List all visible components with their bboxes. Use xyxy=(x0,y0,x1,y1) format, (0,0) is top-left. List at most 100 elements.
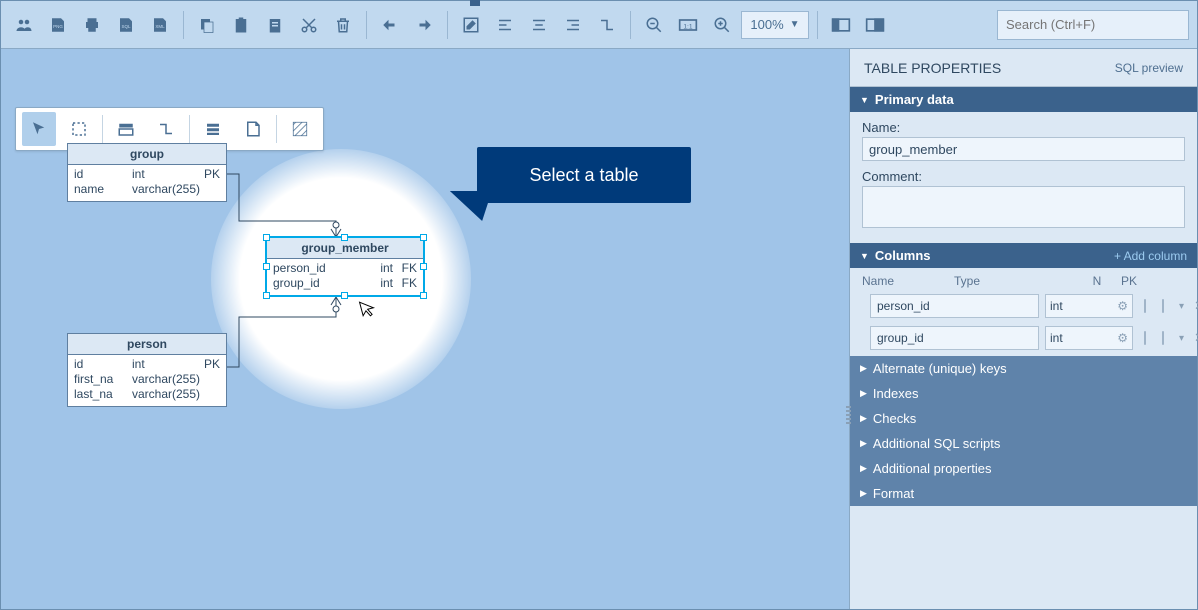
db-table-group[interactable]: group id int PK name varchar(255) xyxy=(67,143,227,202)
undo-icon[interactable] xyxy=(375,10,405,40)
col-header-type: Type xyxy=(954,274,1054,288)
export-xml-icon[interactable]: XML xyxy=(145,10,175,40)
align-center-icon[interactable] xyxy=(524,10,554,40)
primary-data-body: Name: Comment: xyxy=(850,112,1197,243)
db-table-group-member[interactable]: group_member person_id int FK group_id i… xyxy=(266,237,424,296)
section-header-label: Format xyxy=(873,486,914,501)
section-header-label: Alternate (unique) keys xyxy=(873,361,1007,376)
pointer-tool[interactable] xyxy=(22,112,56,146)
section-header-indexes[interactable]: ▶ Indexes xyxy=(850,381,1197,406)
toolbar-separator xyxy=(630,11,631,39)
caret-right-icon: ▶ xyxy=(860,388,867,399)
table-row: first_na varchar(255) xyxy=(74,372,220,387)
section-header-primary[interactable]: ▼ Primary data xyxy=(850,87,1197,112)
copy-icon[interactable] xyxy=(192,10,222,40)
chevron-down-icon[interactable]: ▾ xyxy=(1179,301,1184,312)
col-header-pk: PK xyxy=(1113,274,1145,288)
gear-icon[interactable]: ⚙ xyxy=(1117,299,1128,313)
hint-tooltip-text: Select a table xyxy=(529,165,638,186)
area-tool[interactable] xyxy=(283,112,317,146)
section-header-label: Columns xyxy=(875,248,931,263)
cut-icon[interactable] xyxy=(294,10,324,40)
print-icon[interactable] xyxy=(77,10,107,40)
zoom-level-value: 100% xyxy=(750,17,783,32)
route-icon[interactable] xyxy=(592,10,622,40)
edit-icon[interactable] xyxy=(456,10,486,40)
sql-preview-link[interactable]: SQL preview xyxy=(1115,61,1183,75)
section-header-label: Checks xyxy=(873,411,916,426)
section-header-altkeys[interactable]: ▶ Alternate (unique) keys xyxy=(850,356,1197,381)
resize-handle[interactable] xyxy=(263,263,270,270)
hint-tooltip: Select a table xyxy=(477,147,691,203)
resize-handle[interactable] xyxy=(263,292,270,299)
caret-right-icon: ▶ xyxy=(860,413,867,424)
db-table-person[interactable]: person id int PK first_na varchar(255) l… xyxy=(67,333,227,407)
section-header-format[interactable]: ▶ Format xyxy=(850,481,1197,506)
resize-handle[interactable] xyxy=(263,234,270,241)
zoom-level-select[interactable]: 100% ▼ xyxy=(741,11,809,39)
table-row: id int PK xyxy=(74,357,220,372)
zoom-in-icon[interactable] xyxy=(707,10,737,40)
table-name-input[interactable] xyxy=(862,137,1185,161)
toolbar-separator xyxy=(447,11,448,39)
zoom-reset-icon[interactable]: 1:1 xyxy=(673,10,703,40)
note-tool[interactable] xyxy=(236,112,270,146)
export-png-icon[interactable]: PNG xyxy=(43,10,73,40)
resize-handle[interactable] xyxy=(341,292,348,299)
panel-left-icon[interactable] xyxy=(826,10,856,40)
gear-icon[interactable]: ⚙ xyxy=(1117,331,1128,345)
redo-icon[interactable] xyxy=(409,10,439,40)
column-type-select[interactable]: int ⚙ xyxy=(1045,326,1133,350)
resize-handle[interactable] xyxy=(420,234,427,241)
comment-label: Comment: xyxy=(862,169,1185,184)
align-right-icon[interactable] xyxy=(558,10,588,40)
svg-text:1:1: 1:1 xyxy=(683,23,693,30)
export-sql-icon[interactable]: SQL xyxy=(111,10,141,40)
relation-tool[interactable] xyxy=(149,112,183,146)
col-header-nullable: N xyxy=(1081,274,1113,288)
toolbar-separator xyxy=(183,11,184,39)
users-icon[interactable] xyxy=(9,10,39,40)
column-name-input[interactable] xyxy=(870,294,1039,318)
view-tool[interactable] xyxy=(196,112,230,146)
delete-column-icon[interactable]: ✕ xyxy=(1194,298,1198,314)
section-header-label: Primary data xyxy=(875,92,954,107)
section-header-label: Additional SQL scripts xyxy=(873,436,1000,451)
panel-right-icon[interactable] xyxy=(860,10,890,40)
panel-resize-grip[interactable] xyxy=(846,406,851,426)
marquee-tool[interactable] xyxy=(62,112,96,146)
column-name-input[interactable] xyxy=(870,326,1039,350)
delete-column-icon[interactable]: ✕ xyxy=(1194,330,1198,346)
delete-icon[interactable] xyxy=(328,10,358,40)
svg-text:SQL: SQL xyxy=(121,24,131,29)
resize-handle[interactable] xyxy=(341,234,348,241)
caret-right-icon: ▶ xyxy=(860,438,867,449)
paste-icon[interactable] xyxy=(226,10,256,40)
section-header-checks[interactable]: ▶ Checks xyxy=(850,406,1197,431)
column-type-select[interactable]: int ⚙ xyxy=(1045,294,1133,318)
align-left-icon[interactable] xyxy=(490,10,520,40)
caret-down-icon: ▼ xyxy=(860,251,869,261)
section-header-sqlscripts[interactable]: ▶ Additional SQL scripts xyxy=(850,431,1197,456)
clipboard-icon[interactable] xyxy=(260,10,290,40)
resize-handle[interactable] xyxy=(420,292,427,299)
chevron-down-icon[interactable]: ▾ xyxy=(1179,333,1184,344)
zoom-out-icon[interactable] xyxy=(639,10,669,40)
pk-checkbox[interactable] xyxy=(1162,299,1164,313)
table-columns: id int PK name varchar(255) xyxy=(68,165,226,201)
table-tool[interactable] xyxy=(109,112,143,146)
search-input[interactable] xyxy=(997,10,1189,40)
add-column-link[interactable]: + Add column xyxy=(1114,249,1187,263)
resize-handle[interactable] xyxy=(420,263,427,270)
name-label: Name: xyxy=(862,120,1185,135)
canvas[interactable]: group id int PK name varchar(255) group_… xyxy=(1,49,849,609)
col-header-name: Name xyxy=(862,274,954,288)
caret-right-icon: ▶ xyxy=(860,488,867,499)
table-comment-input[interactable] xyxy=(862,186,1185,228)
nullable-checkbox[interactable] xyxy=(1144,331,1146,345)
pk-checkbox[interactable] xyxy=(1162,331,1164,345)
toolbar-separator xyxy=(276,115,277,143)
section-header-columns[interactable]: ▼ Columns + Add column xyxy=(850,243,1197,268)
section-header-addprops[interactable]: ▶ Additional properties xyxy=(850,456,1197,481)
nullable-checkbox[interactable] xyxy=(1144,299,1146,313)
